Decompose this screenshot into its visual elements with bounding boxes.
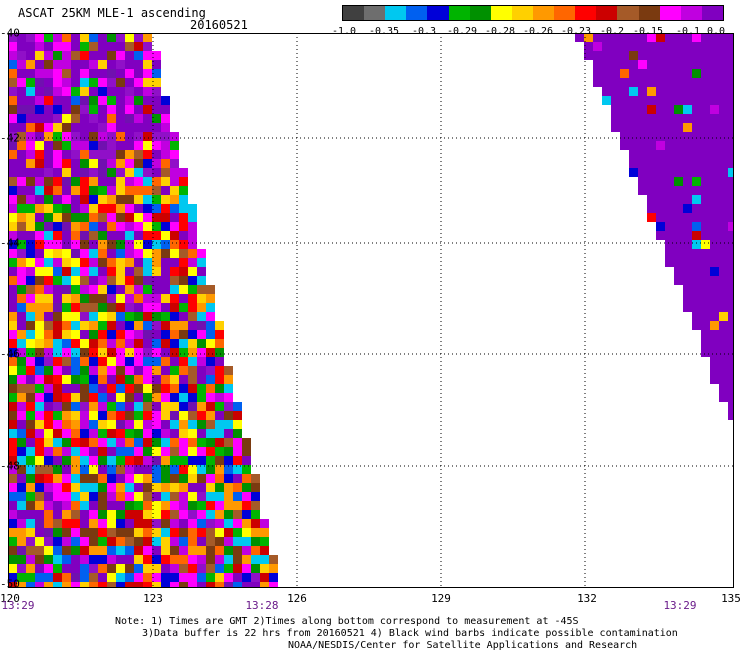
colorbar-tick: -0.3 <box>411 26 437 37</box>
lat-label: -48 <box>0 459 20 473</box>
lon-label: 126 <box>287 592 307 605</box>
colorbar-segment <box>659 6 681 20</box>
colorbar-segment <box>406 6 428 20</box>
colorbar <box>342 5 724 21</box>
lon-label: 123 <box>143 592 163 605</box>
map-grid <box>8 33 734 588</box>
map-title: ASCAT 25KM MLE-1 ascending <box>18 6 206 20</box>
colorbar-segment <box>490 6 512 20</box>
colorbar-segment <box>469 6 491 20</box>
colorbar-tick: -0.35 <box>368 26 400 37</box>
map-date: 20160521 <box>190 18 248 32</box>
colorbar-segment <box>448 6 470 20</box>
footer-note-2: 3)Data buffer is 22 hrs from 20160521 4)… <box>142 628 678 639</box>
colorbar-segment <box>385 6 407 20</box>
footer-note-1: Note: 1) Times are GMT 2)Times along bot… <box>115 616 579 627</box>
colorbar-tick: 0.0 <box>706 26 726 37</box>
colorbar-tick: -0.23 <box>560 26 592 37</box>
colorbar-segment <box>617 6 639 20</box>
colorbar-tick: -1.0 <box>331 26 357 37</box>
colorbar-segment <box>364 6 386 20</box>
colorbar-tick: -0.26 <box>522 26 554 37</box>
colorbar-segment <box>596 6 618 20</box>
lat-label: -50 <box>0 577 20 591</box>
lat-label: -40 <box>0 26 20 40</box>
lon-label: 129 <box>431 592 451 605</box>
colorbar-segment <box>427 6 449 20</box>
lat-label: -42 <box>0 131 20 145</box>
lon-label: 132 <box>577 592 597 605</box>
colorbar-segment <box>343 6 365 20</box>
colorbar-tick: -0.15 <box>632 26 664 37</box>
colorbar-segment <box>701 6 723 20</box>
wind-swath-map <box>8 33 734 588</box>
colorbar-segment <box>680 6 702 20</box>
colorbar-tick: -0.29 <box>446 26 478 37</box>
time-label: 13:28 <box>245 599 279 612</box>
map-frame <box>8 33 734 588</box>
lat-label: -44 <box>0 236 20 250</box>
colorbar-tick: -0.1 <box>675 26 701 37</box>
time-label: 13:29 <box>1 599 35 612</box>
colorbar-segment <box>532 6 555 20</box>
time-label: 13:29 <box>663 599 697 612</box>
lon-label: 120 <box>0 592 20 605</box>
lon-label: 135 <box>721 592 740 605</box>
colorbar-segment <box>638 6 660 20</box>
colorbar-segment <box>554 6 576 20</box>
colorbar-tick: -0.2 <box>599 26 625 37</box>
swath-cells <box>8 33 734 588</box>
footer-note-3: NOAA/NESDIS/Center for Satellite Applica… <box>288 640 638 651</box>
colorbar-tick: -0.28 <box>484 26 516 37</box>
lat-label: -46 <box>0 347 20 361</box>
colorbar-segment <box>511 6 533 20</box>
colorbar-segment <box>575 6 597 20</box>
